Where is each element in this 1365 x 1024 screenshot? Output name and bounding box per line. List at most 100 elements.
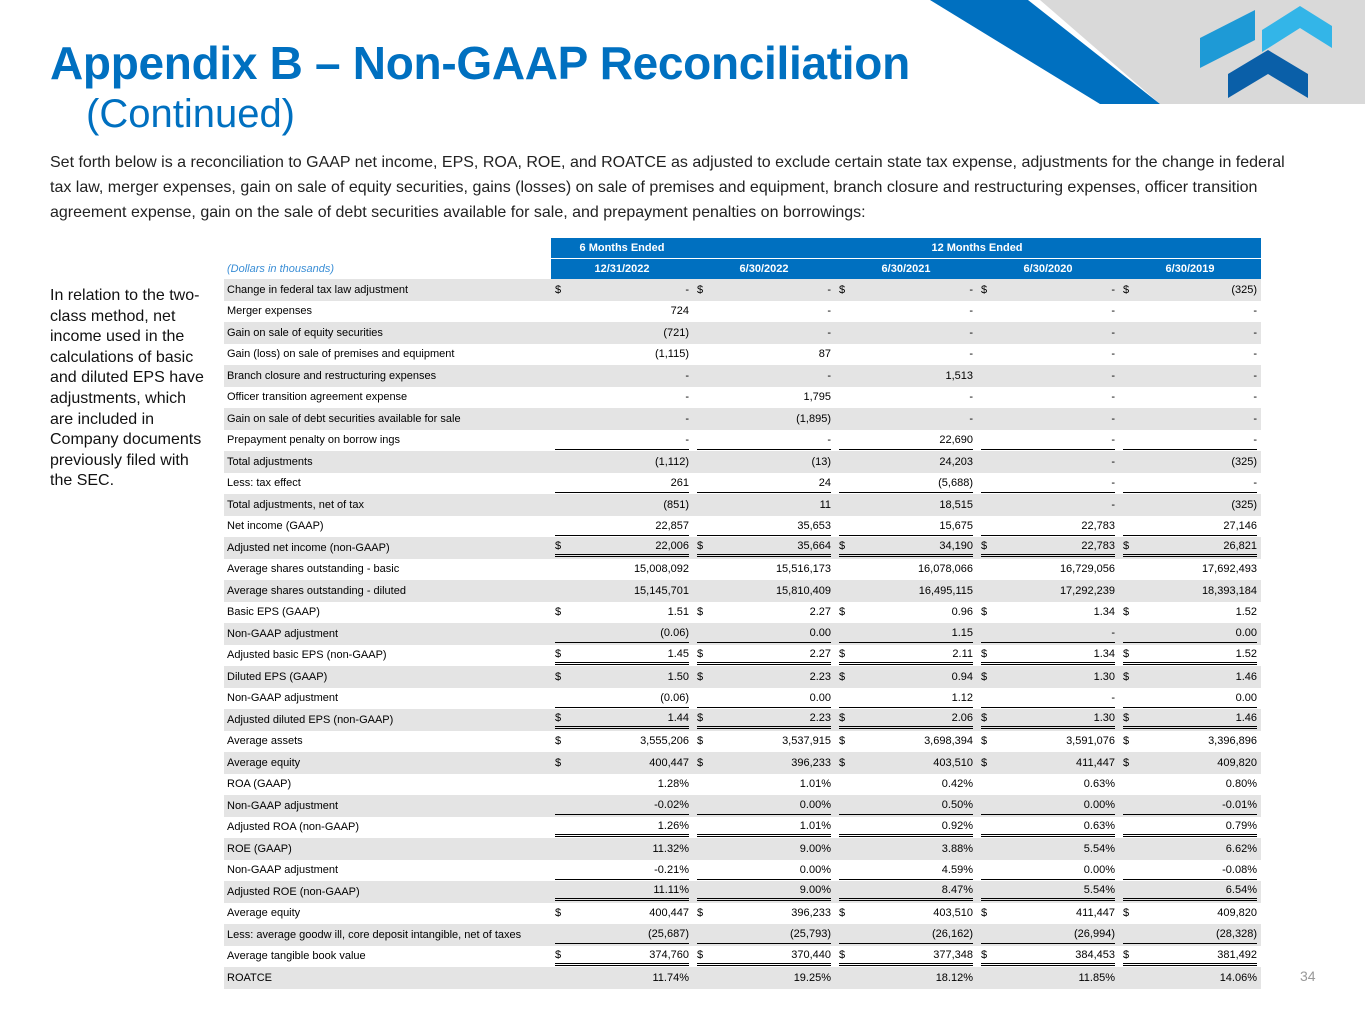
value-cell: - xyxy=(551,365,693,387)
cell: (1,112) xyxy=(555,452,689,471)
cell: $1.30 xyxy=(981,667,1115,686)
cell: - xyxy=(839,388,973,407)
currency-symbol: $ xyxy=(697,735,704,748)
value-cell: - xyxy=(835,322,977,344)
cell: 0.00% xyxy=(981,861,1115,880)
amount: 2.06 xyxy=(951,712,973,725)
cell: 9.00% xyxy=(697,882,831,902)
currency-symbol: $ xyxy=(1123,540,1130,553)
amount: 0.00 xyxy=(1235,627,1257,640)
cell: $2.11 xyxy=(839,646,973,665)
cell: 24,203 xyxy=(839,452,973,471)
amount: 1.12 xyxy=(951,691,973,704)
amount: - xyxy=(1111,369,1115,382)
amount: 35,664 xyxy=(797,540,831,553)
cell: -0.08% xyxy=(1123,861,1257,880)
amount: 1,513 xyxy=(945,369,973,382)
cell: 15,675 xyxy=(839,517,973,536)
value-cell: 0.79% xyxy=(1119,817,1261,839)
cell: - xyxy=(555,431,689,450)
value-cell: 0.00 xyxy=(693,623,835,645)
cell: $35,664 xyxy=(697,538,831,558)
cell: - xyxy=(981,388,1115,407)
amount: 15,145,701 xyxy=(633,584,689,597)
cell: $1.44 xyxy=(555,710,689,730)
value-cell: 16,495,115 xyxy=(835,580,977,602)
value-cell: - xyxy=(977,473,1119,495)
value-cell: -0.08% xyxy=(1119,860,1261,882)
cell: 18,515 xyxy=(839,495,973,514)
value-cell: 1,795 xyxy=(693,387,835,409)
value-cell: (28,328) xyxy=(1119,924,1261,946)
amount: - xyxy=(1111,433,1115,446)
value-cell: - xyxy=(1119,301,1261,323)
amount: 1.46 xyxy=(1235,712,1257,725)
amount: 0.63% xyxy=(1083,819,1115,832)
cell: - xyxy=(1123,345,1257,364)
amount: 3.88% xyxy=(941,842,973,855)
currency-symbol: $ xyxy=(555,948,562,961)
cell: $26,821 xyxy=(1123,538,1257,558)
cell: - xyxy=(839,302,973,321)
value-cell: $3,698,394 xyxy=(835,731,977,753)
amount: 11 xyxy=(819,498,831,511)
cell: $22,006 xyxy=(555,538,689,558)
currency-symbol: $ xyxy=(839,756,846,769)
value-cell: 27,146 xyxy=(1119,516,1261,538)
amount: 16,495,115 xyxy=(918,584,973,597)
value-cell: 11.85% xyxy=(977,967,1119,989)
amount: 16,078,066 xyxy=(917,563,973,576)
amount: - xyxy=(1253,348,1257,361)
amount: - xyxy=(1111,348,1115,361)
cell: 4.59% xyxy=(839,861,973,880)
amount: 1.46 xyxy=(1235,670,1257,683)
value-cell: - xyxy=(977,322,1119,344)
amount: - xyxy=(969,326,973,339)
value-cell: 0.00% xyxy=(693,795,835,817)
value-cell: - xyxy=(977,430,1119,452)
cell: - xyxy=(1123,302,1257,321)
amount: (1,895) xyxy=(796,412,831,425)
table-row: Gain on sale of equity securities (721) - -… xyxy=(224,322,1261,344)
value-cell: $409,820 xyxy=(1119,903,1261,925)
value-cell: 15,008,092 xyxy=(551,559,693,581)
column-header: 6/30/2020 xyxy=(977,258,1119,279)
table-row: Net income (GAAP) 22,857 35,653 15,675 22,78… xyxy=(224,516,1261,538)
value-cell: - xyxy=(977,301,1119,323)
value-cell: 0.00 xyxy=(1119,623,1261,645)
value-cell: $2.27 xyxy=(693,602,835,624)
currency-symbol: $ xyxy=(1123,756,1130,769)
amount: 1.45 xyxy=(667,647,689,660)
amount: - xyxy=(1111,412,1115,425)
row-label: Adjusted basic EPS (non-GAAP) xyxy=(227,649,387,662)
currency-symbol: $ xyxy=(839,735,846,748)
amount: 0.00 xyxy=(809,691,831,704)
amount: - xyxy=(827,283,831,296)
cell: - xyxy=(981,452,1115,471)
value-cell: $374,760 xyxy=(551,946,693,968)
row-label: Non-GAAP adjustment xyxy=(224,623,551,645)
table-row: Gain on sale of debt securities availabl… xyxy=(224,408,1261,430)
cell: $22,783 xyxy=(981,538,1115,558)
intro-text: Set forth below is a reconciliation to G… xyxy=(50,154,1285,221)
amount: 3,698,394 xyxy=(924,735,973,748)
amount: - xyxy=(1253,412,1257,425)
amount: 6.54% xyxy=(1225,884,1257,897)
value-cell: 1.15 xyxy=(835,623,977,645)
cell: 22,690 xyxy=(839,431,973,450)
cell: - xyxy=(1123,323,1257,342)
amount: 1.52 xyxy=(1235,606,1257,619)
amount: 1.50 xyxy=(667,670,689,683)
cell: 0.00 xyxy=(697,624,831,644)
cell: 0.50% xyxy=(839,796,973,816)
cell: 0.00 xyxy=(1123,624,1257,644)
amount: 1.44 xyxy=(667,712,689,725)
amount: 724 xyxy=(670,305,689,318)
amount: 6.62% xyxy=(1225,842,1257,855)
amount: 0.79% xyxy=(1225,819,1257,832)
value-cell: $1.34 xyxy=(977,602,1119,624)
cell: 24 xyxy=(697,474,831,493)
table-row: Merger expenses 724 - - - - xyxy=(224,301,1261,323)
cell: $1.46 xyxy=(1123,667,1257,686)
currency-symbol: $ xyxy=(981,907,988,920)
